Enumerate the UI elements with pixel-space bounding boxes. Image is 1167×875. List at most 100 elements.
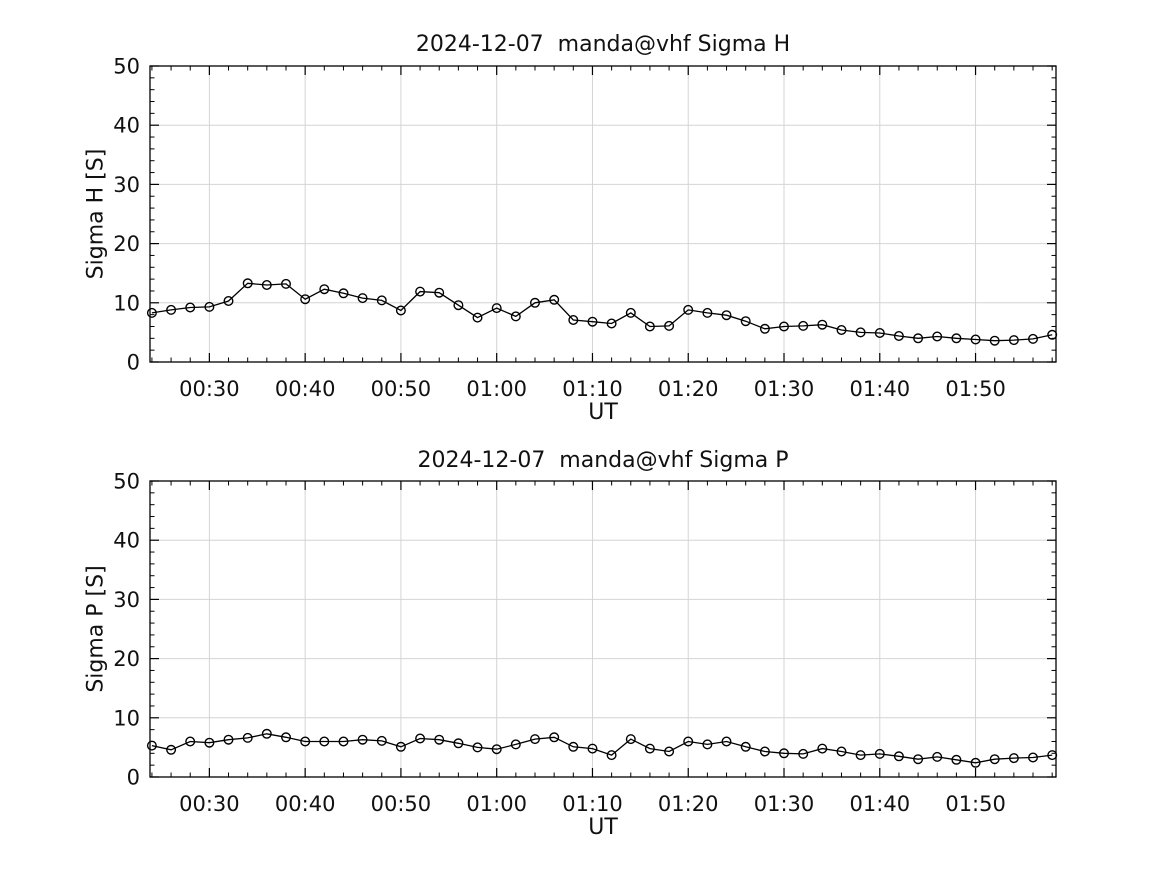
data-point-marker (261, 280, 272, 291)
y-tick-label: 0 (127, 351, 140, 375)
data-point-marker (683, 304, 694, 315)
tick-labels-sigma-h: 00:30 00:40 00:50 01:00 01:10 01:20 01:30 01:40… (113, 55, 1006, 402)
data-point-marker (989, 754, 1000, 765)
y-tick-label: 40 (113, 114, 140, 138)
y-tick-label: 40 (113, 529, 140, 553)
y-axis-label-sigma-p: Sigma P [S] (83, 565, 109, 693)
data-point-marker (664, 320, 675, 331)
data-point-marker (644, 321, 655, 332)
data-point-marker (587, 743, 598, 754)
data-point-marker (166, 304, 177, 315)
data-point-marker (874, 748, 885, 759)
data-line-sigma-p (151, 733, 1053, 764)
x-tick-label: 01:40 (850, 792, 911, 816)
data-point-marker (702, 307, 713, 318)
axes-box-sigma-h (149, 65, 1057, 363)
data-point-marker (146, 740, 157, 751)
data-point-marker (185, 302, 196, 313)
data-point-marker (817, 743, 828, 754)
data-point-marker (146, 307, 157, 318)
data-point-marker (223, 734, 234, 745)
ticks-sigma-h (150, 65, 1056, 363)
data-point-marker (683, 736, 694, 747)
x-tick-label: 01:20 (658, 377, 719, 401)
y-tick-label: 20 (113, 647, 140, 671)
data-point-marker (472, 312, 483, 323)
data-point-marker (664, 746, 675, 757)
data-point-marker (798, 748, 809, 759)
data-point-marker (989, 335, 1000, 346)
data-point-marker (779, 321, 790, 332)
tick-labels-sigma-p: 00:30 00:40 00:50 01:00 01:10 01:20 01:30 01:40… (113, 470, 1006, 817)
data-point-marker (357, 734, 368, 745)
x-tick-label: 00:50 (371, 377, 432, 401)
data-markers-sigma-p (146, 728, 1058, 768)
y-tick-label: 30 (113, 173, 140, 197)
data-point-marker (836, 325, 847, 336)
data-point-marker (395, 741, 406, 752)
x-tick-label: 01:20 (658, 792, 719, 816)
data-point-marker (874, 328, 885, 339)
data-point-marker (166, 744, 177, 755)
axes-box-sigma-p (149, 480, 1057, 778)
x-axis-label-ut-bottom: UT (588, 815, 618, 840)
data-point-marker (951, 333, 962, 344)
x-axis-label-ut-top: UT (588, 400, 618, 425)
data-point-marker (893, 751, 904, 762)
y-tick-label: 10 (113, 291, 140, 315)
data-point-marker (836, 746, 847, 757)
data-point-marker (415, 733, 426, 744)
x-tick-label: 01:30 (754, 792, 815, 816)
data-point-marker (855, 750, 866, 761)
data-point-marker (568, 741, 579, 752)
data-point-marker (702, 739, 713, 750)
data-point-marker (568, 315, 579, 326)
data-point-marker (913, 754, 924, 765)
data-point-marker (204, 301, 215, 312)
data-point-marker (893, 331, 904, 342)
data-point-marker (817, 319, 828, 330)
data-point-marker (376, 735, 387, 746)
data-point-marker (281, 278, 292, 289)
y-tick-label: 50 (113, 55, 140, 79)
data-point-marker (510, 311, 521, 322)
data-point-marker (319, 736, 330, 747)
x-tick-label: 00:50 (371, 792, 432, 816)
data-point-marker (932, 751, 943, 762)
x-tick-label: 00:30 (179, 377, 240, 401)
data-point-marker (932, 331, 943, 342)
data-point-marker (625, 734, 636, 745)
data-point-marker (491, 303, 502, 314)
data-point-marker (472, 742, 483, 753)
data-line-sigma-h (151, 282, 1053, 342)
data-point-marker (644, 743, 655, 754)
data-point-marker (721, 736, 732, 747)
data-point-marker (453, 738, 464, 749)
data-point-marker (970, 334, 981, 345)
y-tick-label: 30 (113, 588, 140, 612)
y-tick-label: 50 (113, 470, 140, 494)
data-point-marker (1008, 753, 1019, 764)
y-tick-label: 20 (113, 232, 140, 256)
x-tick-label: 01:50 (945, 792, 1006, 816)
data-point-marker (300, 736, 311, 747)
data-point-marker (510, 739, 521, 750)
data-point-marker (549, 294, 560, 305)
data-point-marker (204, 737, 215, 748)
data-point-marker (530, 734, 541, 745)
data-point-marker (376, 295, 387, 306)
data-point-marker (913, 333, 924, 344)
data-point-marker (223, 296, 234, 307)
data-point-marker (1047, 329, 1058, 340)
chart-title-sigma-p: 2024-12-07 manda@vhf Sigma P (417, 448, 789, 473)
data-point-marker (395, 305, 406, 316)
x-tick-label: 00:40 (275, 377, 336, 401)
data-point-marker (721, 310, 732, 321)
data-point-marker (357, 293, 368, 304)
data-point-marker (338, 288, 349, 299)
data-markers-sigma-h (146, 278, 1058, 346)
data-point-marker (185, 736, 196, 747)
data-point-marker (740, 316, 751, 327)
data-point-marker (300, 294, 311, 305)
